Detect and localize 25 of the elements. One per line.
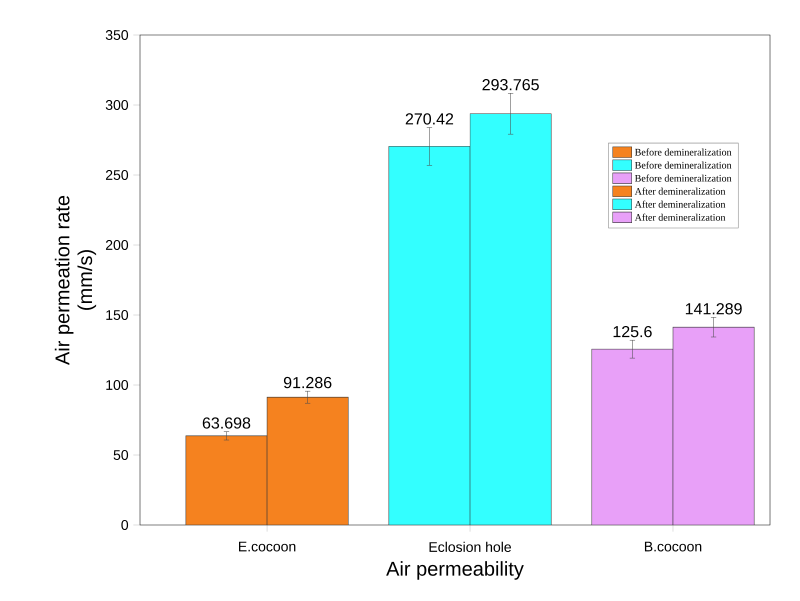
y-axis-title: Air permeation rate (mm/s) xyxy=(54,196,96,365)
data-label: 91.286 xyxy=(284,376,332,388)
y-tick-label: 200 xyxy=(106,240,128,250)
data-label: 293.765 xyxy=(482,79,539,90)
x-tick-label: Eclosion hole xyxy=(430,542,511,552)
x-tick-label: E.cocoon xyxy=(239,542,296,552)
data-label: 63.698 xyxy=(202,417,250,429)
legend-label: After demineralization xyxy=(634,188,726,195)
legend-label: Before demineralization xyxy=(634,148,732,156)
data-label: 125.6 xyxy=(614,326,652,338)
y-tick-label: 0 xyxy=(121,520,128,530)
y-tick-label: 350 xyxy=(106,30,128,40)
y-tick-label: 250 xyxy=(106,170,128,180)
data-label: 141.289 xyxy=(686,303,742,314)
legend-label: After demineralization xyxy=(634,200,726,208)
y-tick-label: 150 xyxy=(106,310,128,320)
y-tick-label: 50 xyxy=(114,450,128,460)
legend-label: Before demineralization xyxy=(634,161,732,169)
y-tick-label: 100 xyxy=(106,380,128,390)
legend-label: After demineralization xyxy=(634,214,726,221)
legend-label: Before demineralization xyxy=(634,174,732,182)
x-tick-label: B.cocoon xyxy=(644,542,702,552)
y-tick-label: 300 xyxy=(106,100,128,110)
x-axis-title: Air permeability xyxy=(386,561,524,580)
data-label: 270.42 xyxy=(406,113,454,125)
